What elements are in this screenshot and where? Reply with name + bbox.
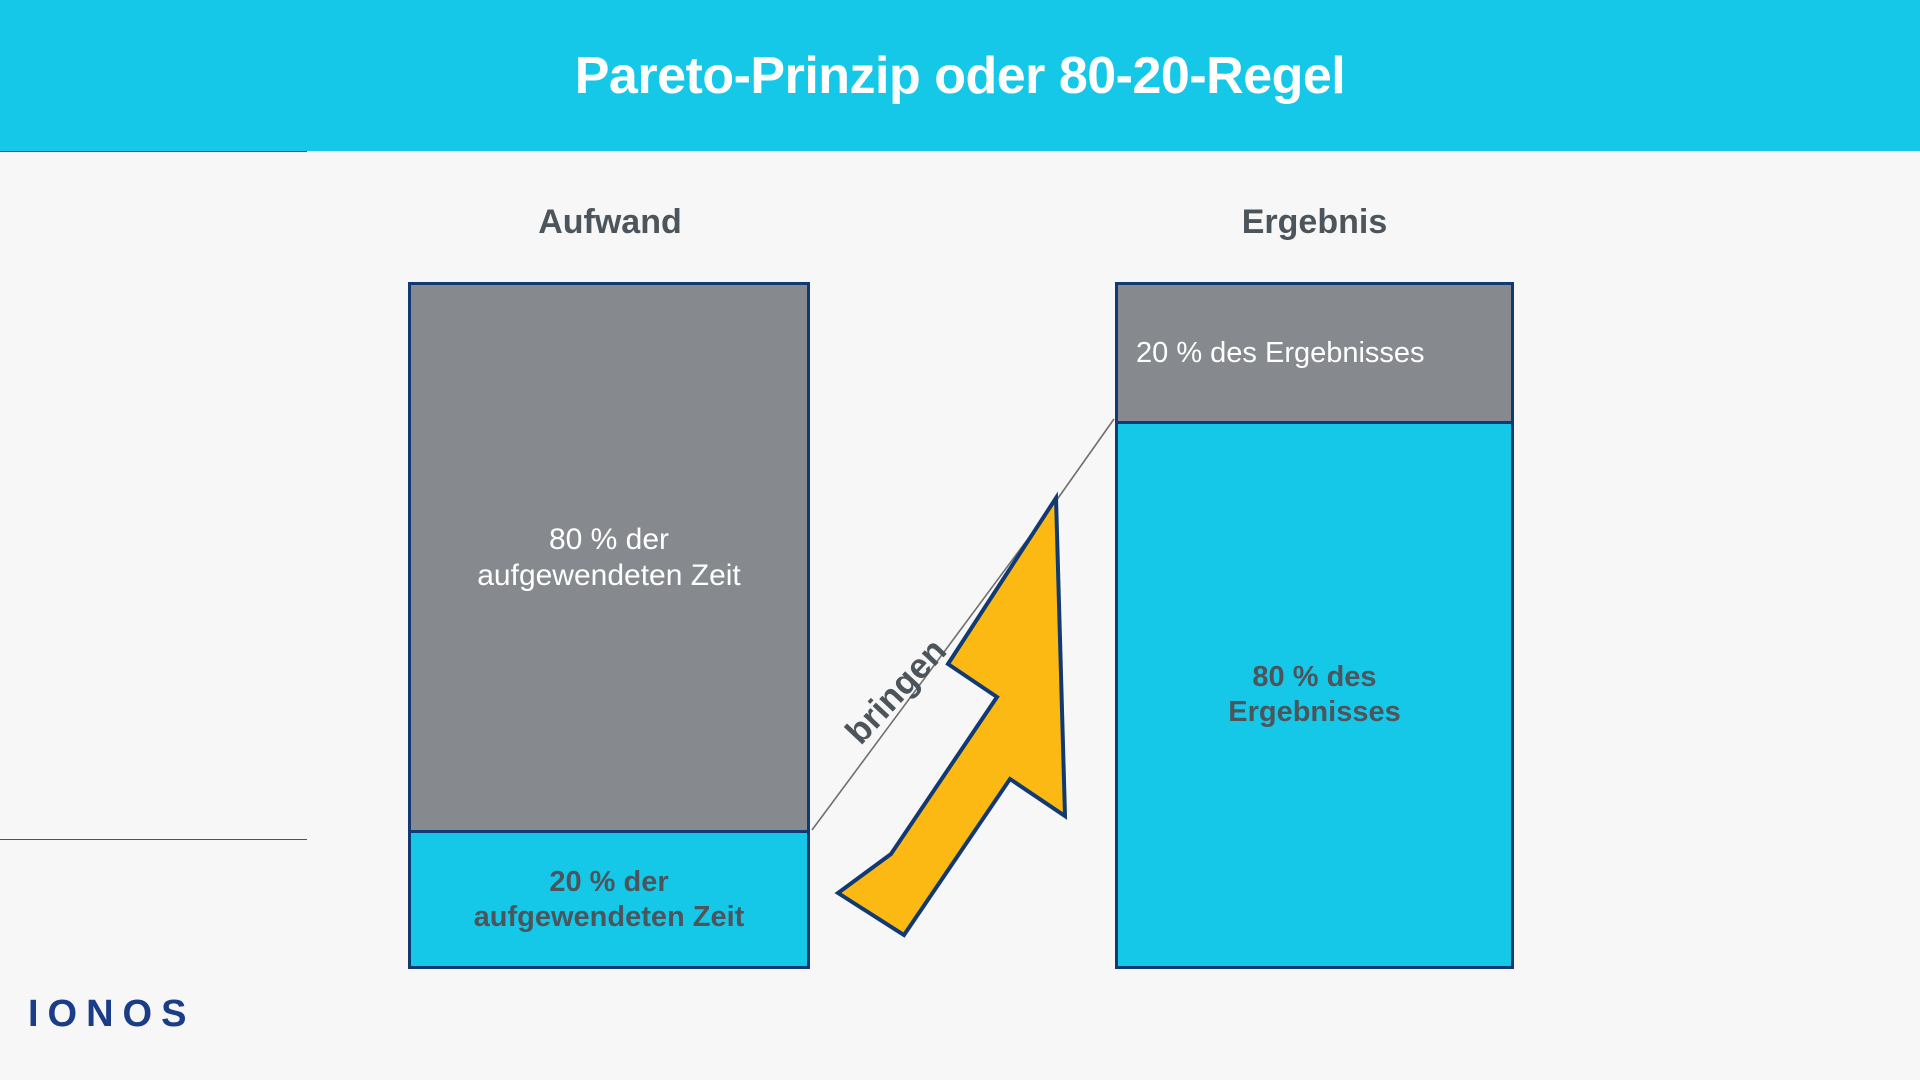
segment-aufwand-20-line2: aufgewendeten Zeit [473,900,745,933]
ionos-logo: IONOS [28,993,196,1035]
column-ergebnis: 20 % des Ergebnisses 80 % des Ergebnisse… [1115,282,1514,969]
column-header-ergebnis: Ergebnis [1241,203,1388,241]
column-header-aufwand: Aufwand [538,203,682,241]
connector-line-upper [1055,418,1115,502]
diagram-stage: Aufwand Ergebnis 80 % der aufgewendeten … [0,151,1920,1080]
segment-ergebnis-20-line1: 20 % des Ergebnisses [1136,336,1425,369]
arrow-label-bringen: bringen [838,631,955,752]
segment-aufwand-20-line1: 20 % der [549,865,669,898]
segment-ergebnis-80-text: 80 % des Ergebnisses [1228,660,1400,730]
segment-ergebnis-80-line2: Ergebnisses [1228,696,1401,728]
segment-aufwand-20-text: 20 % der aufgewendeten Zeit [474,865,745,935]
column-middle-spacer [0,151,307,840]
segment-ergebnis-80-line1: 80 % des [1252,661,1377,694]
segment-aufwand-80-text: 80 % der aufgewendeten Zeit [477,522,741,594]
segment-ergebnis-80: 80 % des Ergebnisses [1118,421,1511,966]
segment-aufwand-80-line2: aufgewendeten Zeit [477,558,741,592]
segment-ergebnis-20-text: 20 % des Ergebnisses [1136,337,1425,370]
segment-aufwand-20: 20 % der aufgewendeten Zeit [411,830,807,966]
segment-aufwand-80-line1: 80 % der [548,522,670,556]
segment-ergebnis-20: 20 % des Ergebnisses [1118,285,1511,421]
column-aufwand: 80 % der aufgewendeten Zeit 20 % der auf… [408,282,810,969]
segment-aufwand-80: 80 % der aufgewendeten Zeit [411,285,807,830]
page-title: Pareto-Prinzip oder 80-20-Regel [574,46,1346,105]
header-banner: Pareto-Prinzip oder 80-20-Regel [0,0,1920,151]
